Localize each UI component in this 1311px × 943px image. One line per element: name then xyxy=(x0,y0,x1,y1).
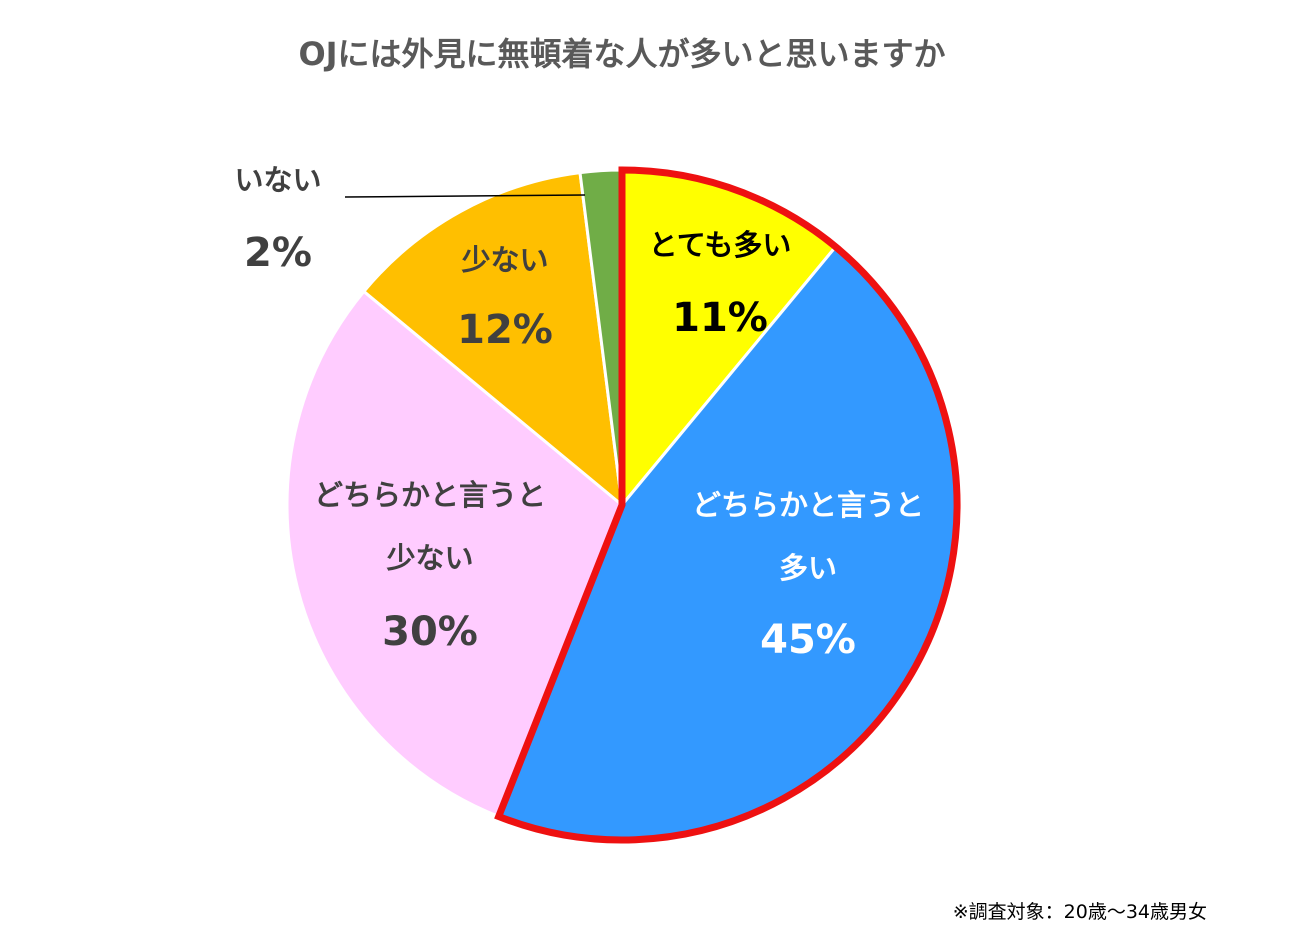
value-label: 11% xyxy=(672,295,768,341)
pie-slice xyxy=(361,170,624,509)
value-label: 45% xyxy=(760,617,856,663)
slice-label: いない xyxy=(234,163,322,197)
highlight-outline xyxy=(494,166,961,844)
slice-label: とても多い xyxy=(648,228,792,262)
chart-title: OJには外見に無頓着な人が多いと思いますか xyxy=(298,35,946,73)
value-label: 12% xyxy=(457,307,553,353)
leader-line xyxy=(344,194,586,198)
pie-slice xyxy=(285,289,624,819)
slice-label: どちらかと言うと少ない xyxy=(313,478,546,575)
value-label: 30% xyxy=(382,609,478,655)
slice-label: 少ない xyxy=(461,243,549,277)
value-label: 2% xyxy=(244,230,312,276)
footnote: ※調査対象：20歳〜34歳男女 xyxy=(952,901,1207,923)
slice-label: どちらかと言うと多い xyxy=(691,488,924,585)
